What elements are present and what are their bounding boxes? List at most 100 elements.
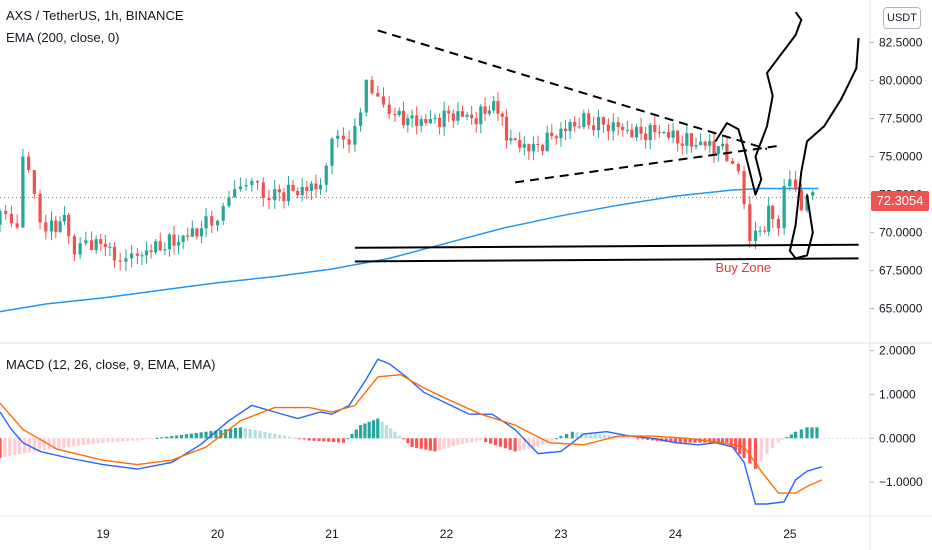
macd-histogram-bar — [776, 438, 781, 443]
candle-body — [282, 192, 286, 202]
macd-histogram-bar — [273, 433, 277, 439]
price-tick-label: 67.5000 — [879, 264, 923, 278]
macd-histogram-bar — [91, 438, 95, 444]
candle-body — [509, 138, 513, 141]
macd-histogram-bar — [616, 436, 620, 439]
macd-histogram-bar — [437, 438, 442, 451]
macd-histogram-bar — [785, 437, 789, 439]
macd-histogram-bar — [307, 438, 311, 441]
candle-body — [767, 205, 771, 232]
candle-body — [149, 250, 153, 253]
macd-histogram-bar — [96, 438, 100, 444]
candle-body — [596, 117, 601, 131]
macd-histogram-bar — [484, 438, 488, 443]
macd-histogram-bar — [626, 437, 630, 439]
candle-body — [324, 165, 328, 185]
macd-histogram-bar — [733, 438, 738, 451]
price-tick-label: 77.5000 — [879, 112, 923, 126]
macd-histogram-bar — [67, 438, 71, 448]
candle-body — [58, 221, 62, 232]
candle-body — [49, 220, 54, 232]
candle-body — [616, 122, 620, 127]
macd-histogram-bar — [570, 431, 574, 439]
macd-histogram-bar — [287, 436, 292, 439]
macd-histogram-bar — [793, 431, 798, 439]
candle-body — [415, 115, 419, 127]
candle-body — [657, 132, 661, 134]
ema-legend[interactable]: EMA (200, close, 0) — [6, 30, 120, 45]
candle-body — [305, 187, 309, 191]
price-tick-label: 82.5000 — [879, 36, 923, 50]
candle-body — [199, 228, 204, 237]
macd-histogram-bar — [465, 438, 469, 444]
candle-body — [186, 235, 190, 237]
currency-button[interactable]: USDT — [883, 7, 921, 29]
candle-body — [582, 113, 586, 128]
candle-body — [94, 239, 98, 250]
candle-body — [370, 79, 374, 94]
last-price-tag: 72.3054 — [871, 191, 929, 211]
macd-histogram-bar — [71, 438, 76, 447]
macd-histogram-bar — [52, 438, 56, 449]
candle-body — [447, 110, 451, 114]
candle-body — [587, 113, 591, 126]
macd-histogram-bar — [781, 438, 785, 440]
candle-body — [314, 183, 318, 190]
macd-histogram-bar — [86, 438, 90, 445]
macd-histogram-bar — [8, 438, 12, 457]
macd-histogram-bar — [62, 438, 66, 448]
macd-histogram-bar — [678, 438, 682, 443]
macd-histogram-bar — [498, 438, 503, 447]
macd-histogram-bar — [155, 437, 159, 439]
macd-histogram-bar — [150, 438, 154, 440]
candle-body — [341, 135, 346, 140]
candle-body — [518, 139, 522, 148]
macd-histogram-bar — [341, 438, 346, 443]
macd-histogram-bar — [380, 421, 384, 439]
time-tick-label: 21 — [325, 527, 339, 541]
candle-body — [54, 220, 58, 232]
macd-histogram-bar — [170, 436, 174, 439]
macd-histogram-bar — [584, 433, 588, 439]
candle-body — [181, 235, 185, 243]
candle-body — [712, 140, 716, 154]
macd-histogram-bar — [664, 438, 668, 442]
symbol-legend[interactable]: AXS / TetherUS, 1h, BINANCE — [6, 8, 184, 23]
candle-body — [424, 119, 428, 124]
macd-legend[interactable]: MACD (12, 26, close, 9, EMA, EMA) — [6, 357, 216, 372]
candle-body — [89, 240, 94, 250]
candle-body — [573, 121, 577, 127]
candle-body — [387, 104, 391, 115]
candle-body — [592, 125, 596, 131]
candle-body — [504, 116, 509, 141]
candle-body — [531, 144, 536, 152]
macd-histogram-bar — [350, 433, 354, 439]
candle-body — [716, 146, 720, 154]
macd-histogram-bar — [363, 423, 367, 439]
candle-body — [648, 124, 652, 141]
macd-histogram-bar — [503, 438, 507, 449]
candle-body — [736, 163, 740, 172]
macd-histogram-bar — [424, 438, 428, 450]
candle-body — [554, 136, 558, 139]
support-line-lower — [354, 257, 859, 263]
macd-histogram-bar — [376, 418, 380, 439]
macd-histogram-bar — [531, 438, 536, 448]
candle-body — [309, 183, 313, 191]
macd-histogram-bar — [160, 437, 164, 439]
candle-body — [190, 228, 194, 237]
macd-histogram-bar — [322, 438, 326, 442]
candle-body — [397, 110, 401, 115]
macd-histogram-bar — [479, 438, 483, 441]
candle-body — [708, 140, 712, 146]
ema-200-polyline — [0, 187, 819, 313]
candle-body — [158, 241, 162, 251]
macd-histogram-bar — [243, 428, 247, 439]
macd-histogram-bar — [42, 438, 46, 451]
candle-body — [233, 189, 237, 198]
macd-histogram-bar — [37, 438, 41, 451]
macd-histogram-bar — [354, 429, 358, 439]
macd-histogram-bar — [76, 438, 81, 446]
macd-histogram-bar — [598, 434, 602, 439]
